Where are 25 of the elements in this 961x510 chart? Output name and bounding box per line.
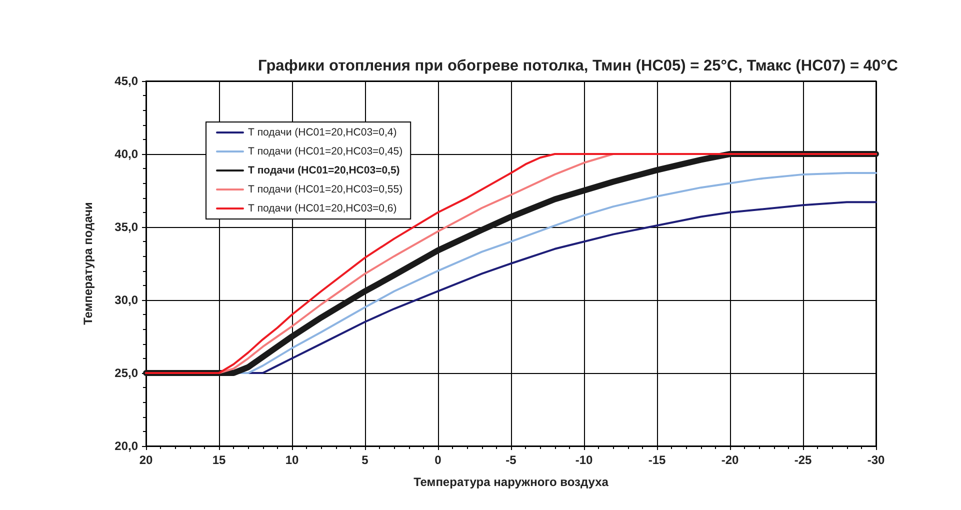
- y-axis-title: Температура подачи: [81, 202, 95, 325]
- x-tick-label: -5: [506, 453, 517, 467]
- x-tick-label: -20: [721, 453, 739, 467]
- y-tick-label: 40,0: [114, 147, 138, 161]
- legend-label: Т подачи (HC01=20,HC03=0,55): [248, 184, 403, 196]
- x-tick-label: 10: [285, 453, 299, 467]
- legend-label: Т подачи (HC01=20,HC03=0,6): [248, 202, 397, 214]
- x-tick-label: 5: [362, 453, 369, 467]
- x-tick-label: 20: [139, 453, 153, 467]
- y-tick-label: 20,0: [114, 439, 138, 453]
- x-tick-label: -15: [648, 453, 666, 467]
- x-tick-label: -10: [575, 453, 593, 467]
- chart-title: Графики отопления при обогреве потолка, Тмин (HC05) = 25°C, Тмакс (HC07) = 40°C: [258, 58, 898, 74]
- x-tick-label: -30: [867, 453, 885, 467]
- legend-label: Т подачи (HC01=20,HC03=0,5): [248, 164, 400, 176]
- x-tick-label: -25: [794, 453, 812, 467]
- y-tick-label: 35,0: [114, 220, 138, 234]
- y-tick-label: 45,0: [114, 74, 138, 88]
- legend-label: Т подачи (HC01=20,HC03=0,45): [248, 146, 403, 158]
- x-tick-label: 15: [212, 453, 226, 467]
- y-tick-label: 25,0: [114, 366, 138, 380]
- x-tick-label: 0: [434, 453, 442, 467]
- x-axis-title: Температура наружного воздуха: [414, 475, 609, 489]
- y-tick-label: 30,0: [114, 293, 138, 307]
- legend-label: Т подачи (HC01=20,HC03=0,4): [248, 126, 397, 138]
